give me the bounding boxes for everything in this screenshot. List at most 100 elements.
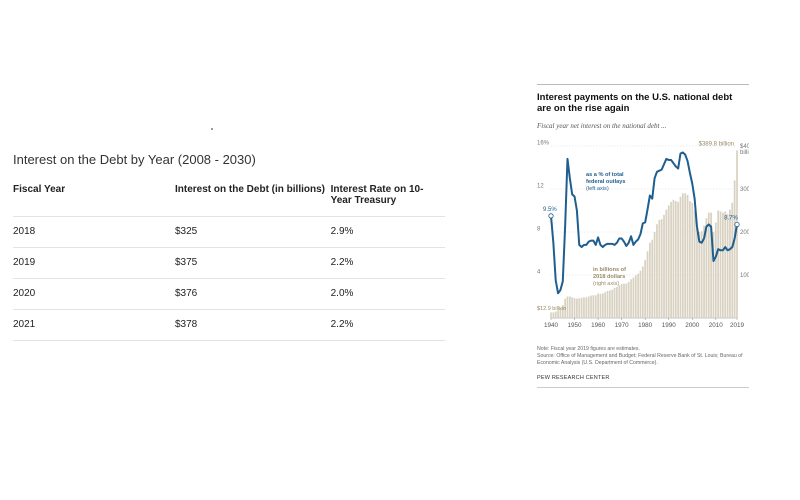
x-tick-label: 2019 [730, 322, 745, 329]
bar [630, 279, 632, 318]
line-series-label-line: federal outlays [586, 179, 625, 185]
bar [611, 289, 614, 318]
bar [663, 214, 665, 318]
bar [620, 284, 623, 318]
bottom-rule [537, 387, 749, 388]
bar [660, 219, 663, 318]
bar [670, 201, 672, 318]
bar [608, 290, 611, 318]
bar-series-label-line: (right axis) [593, 281, 619, 287]
bar [592, 295, 595, 318]
bar [719, 211, 722, 318]
bar [653, 232, 656, 318]
bar [580, 297, 583, 318]
bar [644, 259, 647, 318]
header-interest: Interest on the Debt (in billions) [175, 178, 331, 217]
table-row: 2019 $375 2.2% [13, 247, 445, 279]
bar [561, 305, 564, 318]
bar [597, 293, 599, 318]
bar [703, 225, 705, 318]
bar [585, 297, 588, 318]
end-pct-label: 8.7% [724, 215, 738, 221]
line-series-label-line: as a % of total [586, 172, 624, 178]
start-pct-label: 9.5% [543, 207, 557, 213]
bar [712, 232, 715, 318]
table-row: 2020 $376 2.0% [13, 278, 445, 310]
bar [557, 310, 559, 318]
bar [700, 231, 703, 318]
line-end-point [734, 221, 740, 228]
header-fiscal-year: Fiscal Year [13, 178, 175, 217]
bar [616, 287, 618, 318]
x-tick-label: 1950 [568, 322, 583, 329]
interest-table: Fiscal Year Interest on the Debt (in bil… [13, 178, 445, 341]
cell-year: 2019 [13, 247, 175, 279]
bar [587, 296, 590, 318]
chart-title: Interest payments on the U.S. national d… [537, 92, 733, 114]
bar [679, 196, 682, 318]
bar [601, 293, 604, 318]
bar [625, 283, 628, 318]
y-left-tick-label: 12 [537, 184, 544, 190]
bar [686, 195, 689, 318]
bar [566, 296, 569, 318]
x-tick-label: 2010 [709, 322, 724, 329]
header-rate: Interest Rate on 10-Year Treasury [330, 178, 445, 217]
bar [646, 251, 649, 318]
y-right-tick-label: 200 [740, 230, 749, 236]
note-text: Note: Fiscal year 2019 figures are estim… [537, 346, 640, 352]
bar [691, 202, 694, 318]
chart-note: Note: Fiscal year 2019 figures are estim… [537, 346, 749, 367]
x-tick-label: 1960 [591, 322, 606, 329]
bar [632, 277, 635, 318]
bar [641, 266, 644, 318]
cell-year: 2018 [13, 216, 175, 248]
y-left-tick-label: 8 [537, 227, 541, 233]
source-text: Source: Office of Management and Budget;… [537, 353, 743, 366]
bar [627, 281, 630, 318]
bar [571, 297, 574, 318]
bar [717, 210, 720, 318]
bar [677, 201, 680, 318]
stray-dot [211, 128, 213, 130]
x-tick-label: 1970 [615, 322, 630, 329]
cell-rate: 2.2% [330, 247, 445, 279]
bar [731, 202, 734, 318]
bar [698, 232, 701, 318]
bar [568, 296, 571, 318]
bar [689, 201, 691, 318]
bar [705, 218, 708, 318]
bar [672, 199, 675, 318]
bar [714, 222, 717, 318]
y-left-tick-label: 4 [537, 270, 541, 276]
cell-year: 2021 [13, 309, 175, 341]
cell-rate: 2.9% [330, 216, 445, 248]
cell-interest: $325 [175, 216, 331, 248]
bar [729, 209, 731, 318]
bar [696, 227, 698, 318]
bar [681, 193, 684, 318]
cell-interest: $376 [175, 278, 331, 310]
bar [684, 193, 687, 318]
bar [658, 219, 661, 318]
bar [613, 287, 616, 318]
bar [552, 312, 555, 318]
y-right-tick-label: 100 [740, 273, 749, 279]
table-row: 2021 $378 2.2% [13, 309, 445, 341]
bar [693, 210, 696, 318]
bar [634, 275, 637, 318]
bar [674, 201, 677, 318]
chart-panel: Interest payments on the U.S. national d… [537, 84, 749, 388]
y-left-tick-label: 16% [537, 141, 550, 147]
bar [618, 285, 621, 318]
cell-year: 2020 [13, 278, 175, 310]
bar [573, 298, 576, 318]
bar [736, 150, 738, 318]
x-tick-label: 1990 [662, 322, 677, 329]
bar [604, 292, 607, 318]
bar [599, 293, 602, 318]
table-row: 2018 $325 2.9% [13, 216, 445, 248]
interest-chart: 16% 12 8 4 $400billion 300 200 100 1940 1950 1960 1… [537, 141, 749, 330]
bar [722, 212, 724, 318]
y-right-tick-label: $400 [740, 144, 749, 150]
